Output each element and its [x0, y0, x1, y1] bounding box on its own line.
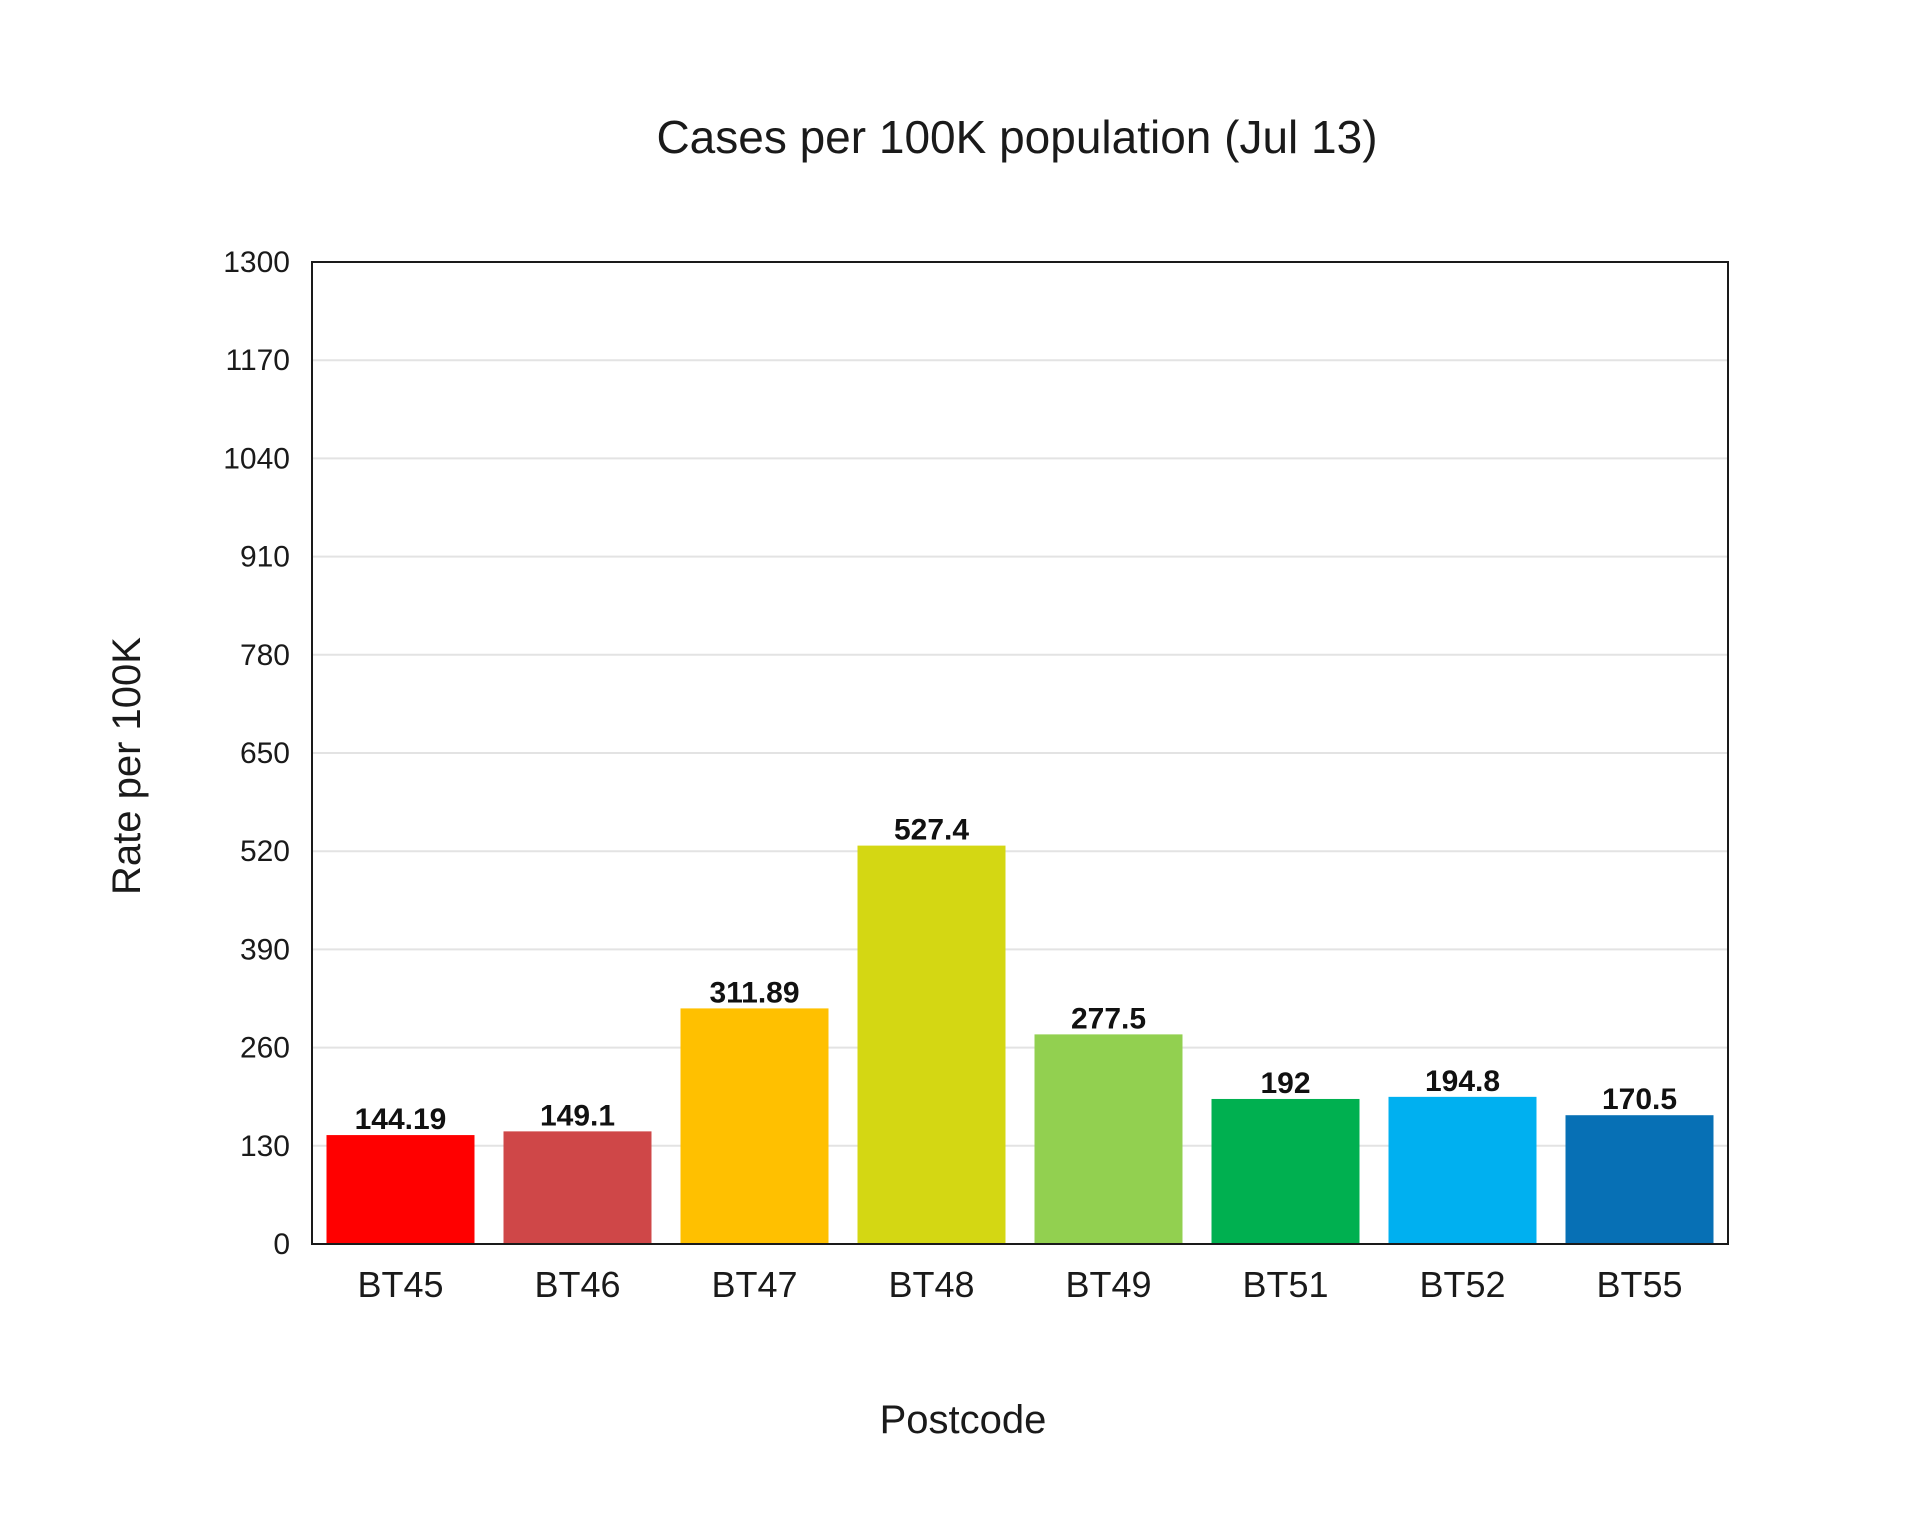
x-tick-label: BT45 [357, 1264, 443, 1305]
data-labels: 144.19 149.1 311.89 527.4 277.5 192 194.8 170.5 [355, 814, 1677, 1136]
data-label: 144.19 [355, 1103, 447, 1136]
y-tick-label: 520 [240, 835, 290, 868]
data-label: 149.1 [540, 1099, 615, 1132]
x-tick-label: BT51 [1242, 1264, 1328, 1305]
y-tick-label: 130 [240, 1130, 290, 1163]
x-axis-title: Postcode [880, 1398, 1047, 1442]
y-tick-label: 650 [240, 737, 290, 770]
data-label: 194.8 [1425, 1065, 1500, 1098]
y-tick-label: 780 [240, 639, 290, 672]
data-label: 311.89 [709, 976, 799, 1009]
x-axis-ticks: BT45 BT46 BT47 BT48 BT49 BT51 BT52 BT55 [357, 1264, 1682, 1305]
bar-bt45 [326, 1135, 475, 1244]
bar-bt49 [1034, 1034, 1183, 1244]
bar-bt55 [1565, 1115, 1714, 1244]
y-tick-label: 260 [240, 1032, 290, 1065]
data-label: 192 [1260, 1067, 1310, 1100]
y-tick-label: 1170 [225, 344, 290, 377]
y-tick-label: 0 [273, 1228, 290, 1261]
data-label: 527.4 [894, 814, 969, 847]
bars [326, 845, 1714, 1244]
y-tick-label: 1040 [223, 442, 290, 475]
bar-bt51 [1211, 1098, 1360, 1244]
y-tick-label: 390 [240, 933, 290, 966]
gridlines [312, 359, 1728, 1147]
bar-bt48 [857, 845, 1006, 1244]
y-axis-ticks: 0 130 260 390 520 650 780 910 1040 1170 1300 [223, 246, 290, 1261]
data-label: 277.5 [1071, 1002, 1146, 1035]
x-tick-label: BT49 [1065, 1264, 1151, 1305]
x-tick-label: BT47 [711, 1264, 797, 1305]
bar-bt52 [1388, 1096, 1537, 1244]
x-tick-label: BT46 [534, 1264, 620, 1305]
data-label: 170.5 [1602, 1083, 1677, 1116]
bar-bt46 [503, 1131, 652, 1244]
x-tick-label: BT52 [1419, 1264, 1505, 1305]
chart-title: Cases per 100K population (Jul 13) [656, 111, 1377, 163]
y-axis-title: Rate per 100K [105, 637, 149, 895]
x-tick-label: BT55 [1596, 1264, 1682, 1305]
bar-bt47 [680, 1008, 829, 1244]
y-tick-label: 1300 [223, 246, 290, 279]
y-tick-label: 910 [240, 541, 290, 574]
x-tick-label: BT48 [888, 1264, 974, 1305]
plot-frame [311, 261, 1729, 1245]
